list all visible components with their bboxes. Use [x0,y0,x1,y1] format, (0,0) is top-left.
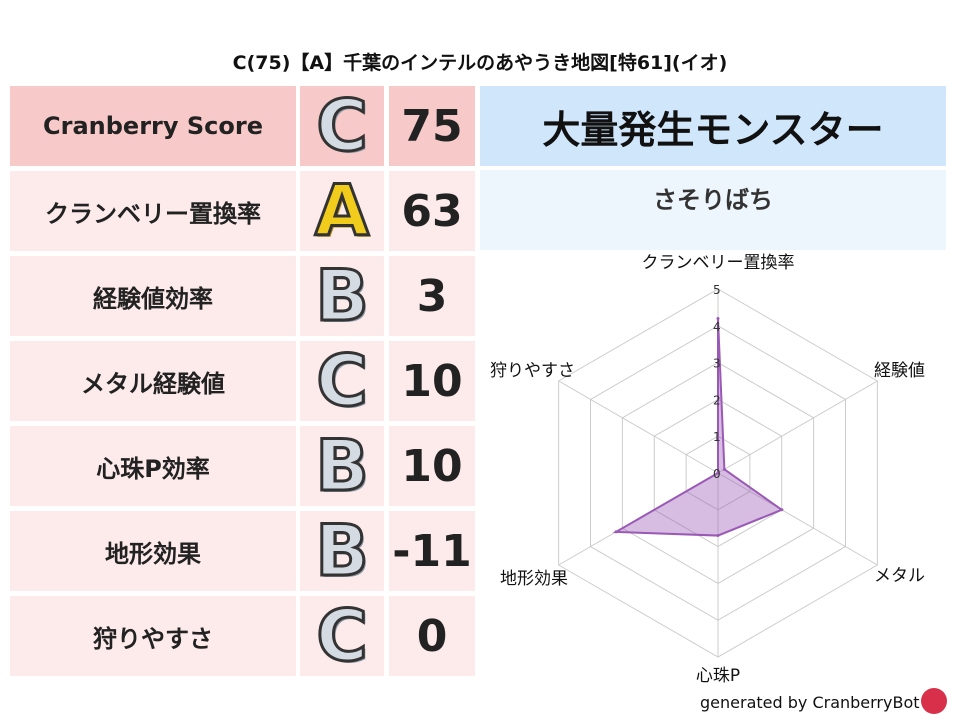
row-value: 3 [389,256,475,336]
row-label: 経験値効率 [10,256,296,336]
grid-spoke [558,472,719,566]
row-label: 心珠P効率 [10,426,296,506]
row-value: 0 [389,596,475,676]
grid-ring [685,435,751,511]
tick-label: 4 [713,320,721,334]
grade-letter: C [315,340,369,422]
tick-label: 2 [713,393,721,407]
grid-ring [590,325,846,621]
page-title: C(75)【A】千葉のインテルのあやうき地図[特61](イオ) [232,52,728,74]
data-point [716,316,720,320]
row-value: 10 [389,426,475,506]
row-value: -11 [389,511,475,591]
grid-spoke [717,380,878,474]
data-point [614,530,618,534]
row-label: Cranberry Score [10,86,296,166]
footer-credit: generated by CranberryBot [700,693,920,712]
grid-spoke [717,472,878,566]
row-value: 10 [389,341,475,421]
cranberry-bot-logo [921,688,947,714]
grade-letter: A [313,170,370,252]
grade-badge: C [300,596,384,676]
grade-badge: C [300,341,384,421]
grid-ring [653,398,783,548]
axis-label: 狩りやすさ [490,361,575,381]
grade-letter: B [314,255,370,337]
axis-label: クランベリー置換率 [642,253,795,273]
grid-ring [558,288,878,658]
tick-label: 3 [713,357,721,371]
grade-letter: C [315,595,369,677]
axis-label: 心珠P [696,666,740,686]
monster-header: 大量発生モンスター [480,86,946,166]
tick-label: 5 [713,283,721,297]
grade-badge: B [300,511,384,591]
axis-label: メタル [874,566,925,586]
row-label: メタル経験値 [10,341,296,421]
data-point [716,471,720,475]
grade-badge: B [300,256,384,336]
data-point [780,508,784,512]
grade-badge: C [300,86,384,166]
axis-label: 経験値 [874,361,925,381]
grade-letter: B [314,510,370,592]
data-point [722,467,726,471]
axis-label: 地形効果 [500,569,568,589]
row-label: クランベリー置換率 [10,171,296,251]
row-value: 63 [389,171,475,251]
data-polygon [612,318,784,537]
data-point [716,534,720,538]
monster-name: さそりばち [480,170,946,250]
grade-badge: A [300,171,384,251]
row-label: 地形効果 [10,511,296,591]
tick-label: 0 [713,467,721,481]
grid-ring [621,362,815,584]
grade-letter: B [314,425,370,507]
grade-letter: C [315,85,369,167]
grade-badge: B [300,426,384,506]
tick-label: 1 [713,430,721,444]
row-label: 狩りやすさ [10,596,296,676]
grid-spoke [558,380,719,474]
row-value: 75 [389,86,475,166]
